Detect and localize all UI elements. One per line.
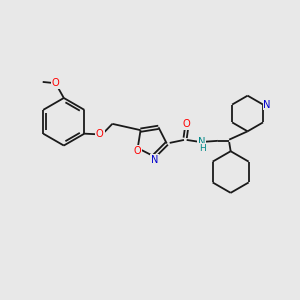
Text: N: N: [151, 155, 158, 165]
Text: N: N: [198, 137, 205, 147]
Text: N: N: [263, 100, 271, 110]
Text: H: H: [199, 144, 206, 153]
Text: O: O: [183, 119, 190, 130]
Text: O: O: [52, 78, 59, 88]
Text: O: O: [133, 146, 141, 156]
Text: O: O: [96, 129, 104, 139]
